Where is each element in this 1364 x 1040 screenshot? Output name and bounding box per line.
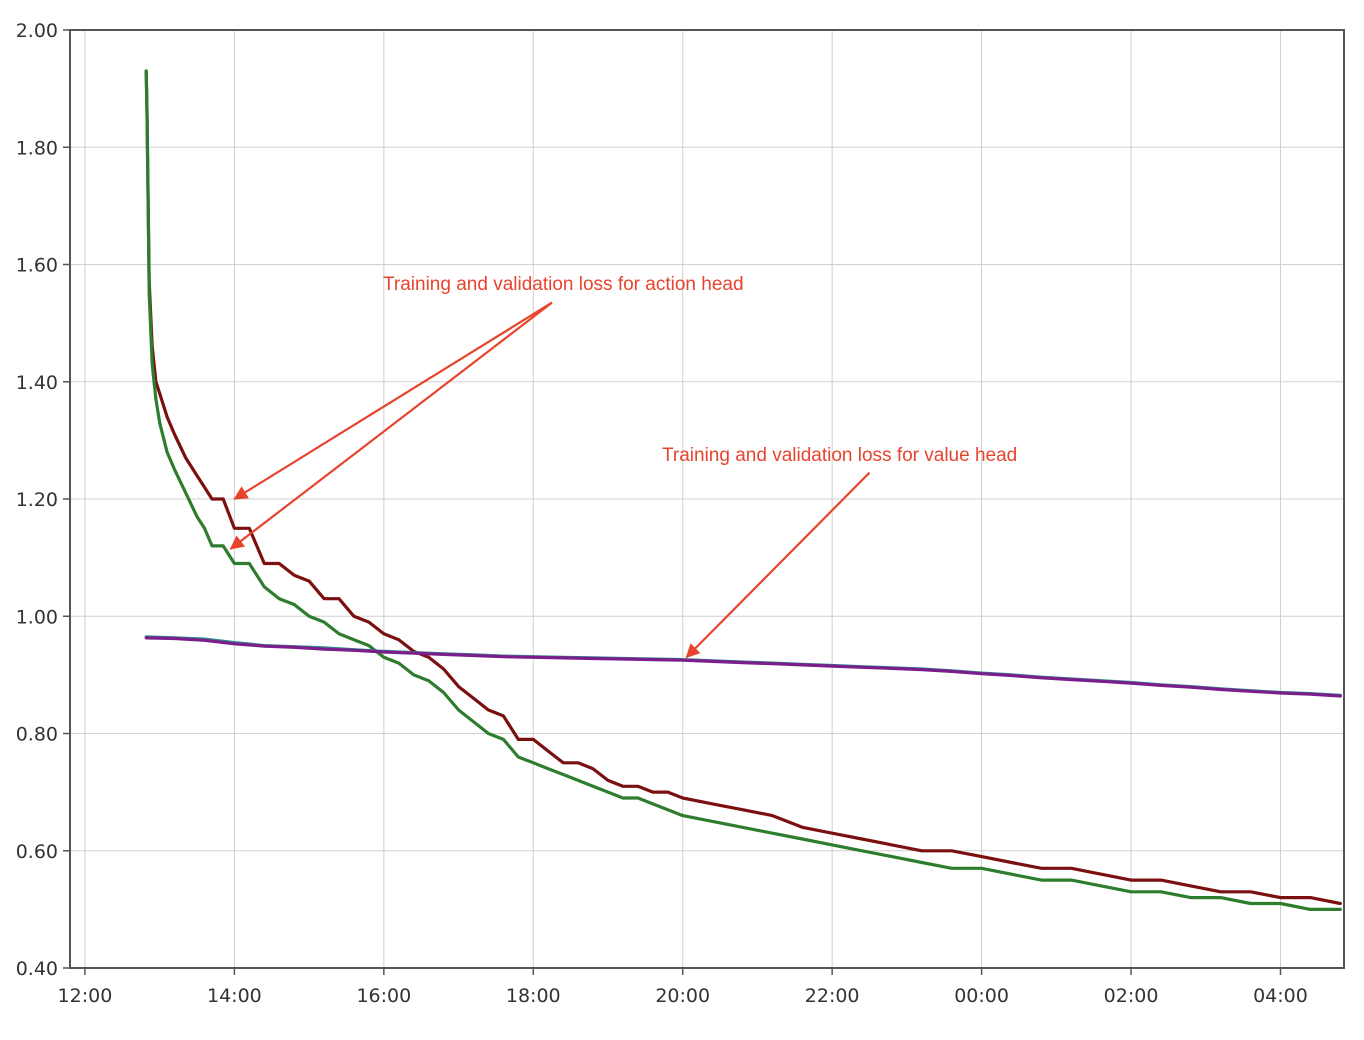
y-tick-label: 1.40 — [16, 372, 58, 394]
annotation-arrow — [685, 471, 871, 659]
series-line-3 — [144, 636, 1342, 698]
x-tick-label: 02:00 — [1104, 985, 1159, 1007]
x-tick-label: 14:00 — [207, 985, 262, 1007]
y-axis: 0.40 0.60 0.80 1.00 1.20 1.40 1.60 1.80 2.00 — [16, 20, 70, 980]
y-tick-label: 1.80 — [16, 137, 58, 159]
annotation-arrow — [233, 301, 553, 500]
y-tick-label: 1.00 — [16, 606, 58, 628]
y-tick-label: 0.60 — [16, 841, 58, 863]
annotation-label: Training and validation loss for value h… — [662, 445, 1017, 466]
x-axis: 12:00 14:00 16:00 18:00 20:00 22:00 00:00 02:00… — [58, 968, 1308, 1007]
x-tick-label: 12:00 — [58, 985, 113, 1007]
annotations: Training and validation loss for action … — [229, 274, 1017, 659]
y-tick-label: 0.80 — [16, 724, 58, 746]
series-layer — [144, 69, 1342, 912]
x-tick-label: 00:00 — [954, 985, 1009, 1007]
x-tick-label: 16:00 — [356, 985, 411, 1007]
x-tick-label: 22:00 — [805, 985, 860, 1007]
annotation-label: Training and validation loss for action … — [383, 274, 744, 295]
x-tick-label: 04:00 — [1253, 985, 1308, 1007]
x-tick-label: 18:00 — [506, 985, 561, 1007]
y-tick-label: 2.00 — [16, 20, 58, 42]
series-line-1 — [144, 69, 1342, 912]
annotation-arrow — [229, 301, 553, 550]
series-line-0 — [144, 69, 1342, 906]
y-tick-label: 0.40 — [16, 958, 58, 980]
y-tick-label: 1.20 — [16, 489, 58, 511]
y-tick-label: 1.60 — [16, 255, 58, 277]
grid-lines — [70, 30, 1344, 968]
x-tick-label: 20:00 — [655, 985, 710, 1007]
